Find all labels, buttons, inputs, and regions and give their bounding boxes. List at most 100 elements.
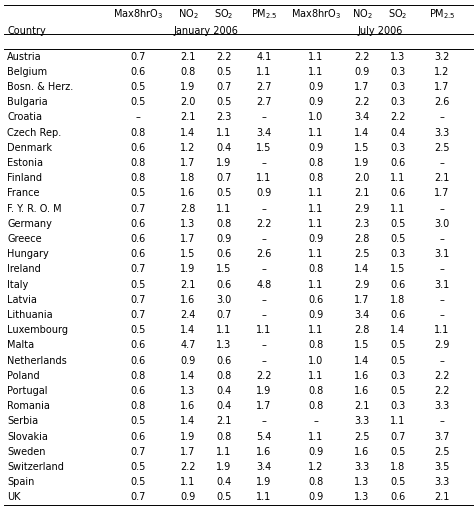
Text: Denmark: Denmark (7, 143, 52, 153)
Text: 1.5: 1.5 (216, 264, 231, 274)
Text: 2.4: 2.4 (180, 310, 195, 320)
Text: 1.9: 1.9 (256, 386, 271, 396)
Text: 1.1: 1.1 (216, 204, 231, 214)
Text: –: – (261, 341, 266, 350)
Text: 0.7: 0.7 (130, 51, 145, 62)
Text: Austria: Austria (7, 51, 41, 62)
Text: 3.3: 3.3 (434, 477, 449, 487)
Text: 0.9: 0.9 (307, 234, 323, 244)
Text: 1.6: 1.6 (180, 401, 195, 411)
Text: 2.2: 2.2 (256, 371, 271, 381)
Text: –: – (439, 416, 444, 427)
Text: –: – (261, 310, 266, 320)
Text: 0.5: 0.5 (130, 477, 145, 487)
Text: 0.6: 0.6 (216, 279, 231, 290)
Text: 1.3: 1.3 (180, 386, 195, 396)
Text: 0.6: 0.6 (130, 67, 145, 77)
Text: 1.7: 1.7 (434, 188, 449, 199)
Text: 2.1: 2.1 (180, 112, 195, 122)
Text: 0.7: 0.7 (130, 447, 145, 457)
Text: Poland: Poland (7, 371, 40, 381)
Text: Lithuania: Lithuania (7, 310, 52, 320)
Text: 2.3: 2.3 (216, 112, 231, 122)
Text: 1.4: 1.4 (354, 356, 369, 365)
Text: 0.6: 0.6 (216, 249, 231, 259)
Text: 0.8: 0.8 (130, 401, 145, 411)
Text: 0.7: 0.7 (130, 310, 145, 320)
Text: 2.2: 2.2 (389, 112, 405, 122)
Text: 2.2: 2.2 (256, 219, 271, 229)
Text: 0.6: 0.6 (130, 356, 145, 365)
Text: 1.3: 1.3 (354, 492, 369, 502)
Text: –: – (439, 310, 444, 320)
Text: 0.8: 0.8 (130, 158, 145, 168)
Text: 1.1: 1.1 (256, 492, 271, 502)
Text: 0.5: 0.5 (130, 462, 145, 472)
Text: 1.1: 1.1 (256, 67, 271, 77)
Text: –: – (261, 264, 266, 274)
Text: 1.1: 1.1 (256, 325, 271, 335)
Text: 0.6: 0.6 (389, 310, 405, 320)
Text: 2.1: 2.1 (180, 51, 195, 62)
Text: –: – (261, 234, 266, 244)
Text: 1.6: 1.6 (354, 386, 369, 396)
Text: 0.5: 0.5 (216, 97, 231, 107)
Text: 0.8: 0.8 (130, 173, 145, 183)
Text: 0.3: 0.3 (389, 67, 405, 77)
Text: 1.0: 1.0 (307, 356, 323, 365)
Text: 3.3: 3.3 (434, 128, 449, 137)
Text: 0.4: 0.4 (216, 477, 231, 487)
Text: 1.1: 1.1 (307, 204, 323, 214)
Text: PM$_{2.5}$: PM$_{2.5}$ (250, 7, 277, 21)
Text: 1.4: 1.4 (389, 325, 405, 335)
Text: 0.5: 0.5 (130, 279, 145, 290)
Text: 0.7: 0.7 (389, 432, 405, 442)
Text: 1.9: 1.9 (354, 158, 369, 168)
Text: 0.5: 0.5 (389, 341, 405, 350)
Text: 2.1: 2.1 (434, 492, 449, 502)
Text: 3.4: 3.4 (354, 310, 369, 320)
Text: 1.6: 1.6 (180, 188, 195, 199)
Text: 1.1: 1.1 (307, 325, 323, 335)
Text: Croatia: Croatia (7, 112, 42, 122)
Text: F. Y. R. O. M: F. Y. R. O. M (7, 204, 61, 214)
Text: 0.5: 0.5 (216, 492, 231, 502)
Text: 1.8: 1.8 (389, 462, 405, 472)
Text: 1.6: 1.6 (180, 295, 195, 305)
Text: 3.4: 3.4 (256, 128, 271, 137)
Text: 2.2: 2.2 (354, 97, 369, 107)
Text: 0.3: 0.3 (389, 401, 405, 411)
Text: 0.7: 0.7 (130, 264, 145, 274)
Text: PM$_{2.5}$: PM$_{2.5}$ (428, 7, 455, 21)
Text: UK: UK (7, 492, 20, 502)
Text: 4.1: 4.1 (256, 51, 271, 62)
Text: 1.1: 1.1 (307, 128, 323, 137)
Text: 0.7: 0.7 (130, 295, 145, 305)
Text: 1.5: 1.5 (180, 249, 195, 259)
Text: 0.8: 0.8 (180, 67, 195, 77)
Text: 2.5: 2.5 (354, 249, 369, 259)
Text: 0.3: 0.3 (389, 249, 405, 259)
Text: 1.7: 1.7 (180, 234, 195, 244)
Text: –: – (439, 204, 444, 214)
Text: 1.9: 1.9 (180, 264, 195, 274)
Text: –: – (261, 356, 266, 365)
Text: Hungary: Hungary (7, 249, 49, 259)
Text: Estonia: Estonia (7, 158, 43, 168)
Text: –: – (439, 234, 444, 244)
Text: –: – (261, 112, 266, 122)
Text: 1.1: 1.1 (256, 173, 271, 183)
Text: 1.1: 1.1 (307, 67, 323, 77)
Text: 1.9: 1.9 (180, 82, 195, 92)
Text: 0.6: 0.6 (130, 432, 145, 442)
Text: 2.5: 2.5 (433, 143, 449, 153)
Text: 0.9: 0.9 (307, 82, 323, 92)
Text: 0.8: 0.8 (307, 158, 323, 168)
Text: Netherlands: Netherlands (7, 356, 67, 365)
Text: 3.3: 3.3 (354, 416, 369, 427)
Text: Bulgaria: Bulgaria (7, 97, 48, 107)
Text: 0.6: 0.6 (216, 356, 231, 365)
Text: 1.1: 1.1 (216, 447, 231, 457)
Text: 0.6: 0.6 (389, 158, 405, 168)
Text: 0.8: 0.8 (307, 264, 323, 274)
